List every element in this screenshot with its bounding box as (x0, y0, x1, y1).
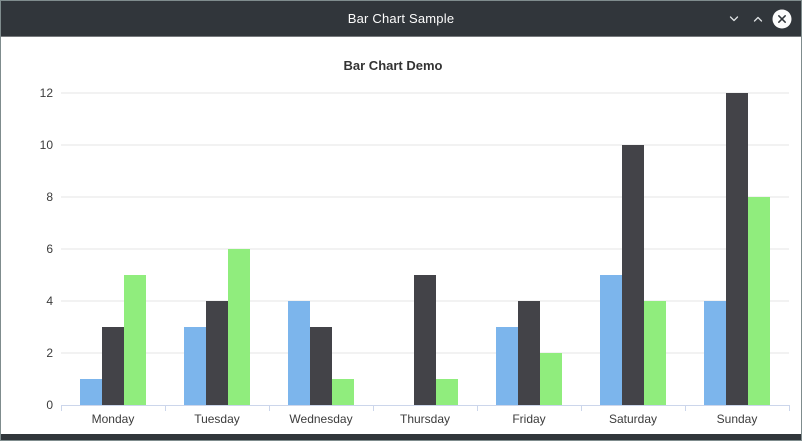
x-axis-label: Wednesday (289, 412, 352, 426)
bar-dark-series-wednesday[interactable] (310, 327, 332, 405)
bar-green-series-tuesday[interactable] (228, 249, 250, 405)
bar-blue-series-saturday[interactable] (600, 275, 622, 405)
bar-green-series-monday[interactable] (124, 275, 146, 405)
window-title: Bar Chart Sample (347, 11, 455, 26)
bar-green-series-thursday[interactable] (436, 379, 458, 405)
y-axis-label: 12 (40, 86, 54, 100)
y-axis-label: 6 (46, 242, 53, 256)
bar-dark-series-sunday[interactable] (726, 93, 748, 405)
close-icon (772, 9, 792, 28)
x-axis-label: Sunday (717, 412, 758, 426)
x-axis-label: Saturday (609, 412, 657, 426)
bar-dark-series-friday[interactable] (518, 301, 540, 405)
y-axis-label: 2 (46, 346, 53, 360)
bar-blue-series-friday[interactable] (496, 327, 518, 405)
bar-chart: Bar Chart Demo 0 2 4 6 8 10 12 Monday Tuesday Wedn… (40, 58, 790, 426)
bar-dark-series-saturday[interactable] (622, 145, 644, 405)
window-controls (723, 1, 793, 36)
bar-blue-series-wednesday[interactable] (288, 301, 310, 405)
bar-green-series-friday[interactable] (540, 353, 562, 405)
x-axis-label: Tuesday (194, 412, 240, 426)
y-axis-label: 10 (40, 138, 54, 152)
bar-blue-series-sunday[interactable] (704, 301, 726, 405)
maximize-button[interactable] (747, 8, 769, 30)
bar-dark-series-thursday[interactable] (414, 275, 436, 405)
bar-green-series-sunday[interactable] (748, 197, 770, 405)
titlebar[interactable]: Bar Chart Sample (1, 1, 801, 37)
x-axis-label: Friday (512, 412, 545, 426)
y-axis-label: 0 (46, 398, 53, 412)
bar-blue-series-tuesday[interactable] (184, 327, 206, 405)
bar-dark-series-monday[interactable] (102, 327, 124, 405)
chevron-up-icon (753, 16, 763, 22)
y-axis-label: 4 (46, 294, 53, 308)
bar-blue-series-monday[interactable] (80, 379, 102, 405)
close-button[interactable] (771, 8, 793, 30)
chart-title: Bar Chart Demo (344, 58, 443, 73)
x-axis-label: Thursday (400, 412, 450, 426)
bar-dark-series-tuesday[interactable] (206, 301, 228, 405)
y-axis-label: 8 (46, 190, 53, 204)
chart-area: Bar Chart Demo 0 2 4 6 8 10 12 Monday Tuesday Wedn… (1, 37, 801, 434)
chevron-down-icon (729, 15, 739, 21)
minimize-button[interactable] (723, 8, 745, 30)
x-axis-label: Monday (92, 412, 135, 426)
window-bottom-edge (1, 434, 801, 440)
bar-green-series-saturday[interactable] (644, 301, 666, 405)
bar-green-series-wednesday[interactable] (332, 379, 354, 405)
